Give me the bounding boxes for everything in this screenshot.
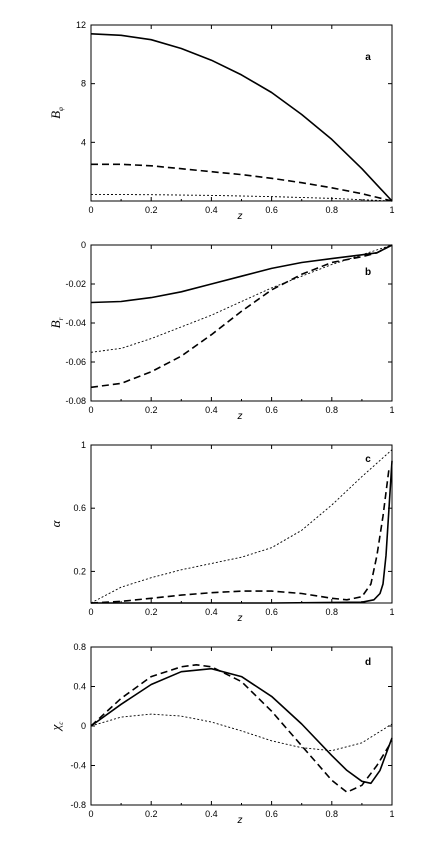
y-tick-label: 0.8 [73, 642, 86, 652]
plot-frame [90, 646, 393, 806]
y-tick-label: 0.2 [73, 566, 86, 576]
series-line-dashed [90, 663, 393, 794]
series-line-dotted [90, 244, 393, 353]
x-tick-label: 0 [88, 205, 93, 215]
x-tick-label: 0.6 [265, 205, 278, 215]
series-line-solid [90, 33, 393, 202]
y-axis-label: Bφ [48, 107, 65, 119]
x-tick-label: 0.8 [326, 205, 339, 215]
x-axis-label: z [237, 211, 243, 222]
x-tick-label: 0.6 [265, 809, 278, 819]
x-tick-label: 0.4 [205, 205, 218, 215]
x-tick-label: 0.8 [326, 607, 339, 617]
y-tick-label: -0.08 [65, 396, 86, 406]
x-tick-label: 1 [389, 205, 394, 215]
x-tick-label: 0.2 [145, 809, 158, 819]
x-tick-label: 0.6 [265, 607, 278, 617]
y-tick-label: -0.06 [65, 357, 86, 367]
series-line-dotted [90, 449, 393, 604]
y-axis-label-main: B [48, 320, 63, 328]
x-tick-label: 0.4 [205, 809, 218, 819]
x-tick-label: 1 [389, 405, 394, 415]
y-tick-label: -0.02 [65, 279, 86, 289]
x-tick-label: 1 [389, 607, 394, 617]
series-line-solid [90, 244, 393, 304]
y-tick-label: 1 [81, 440, 86, 450]
panel-label: d [365, 657, 371, 668]
x-axis-label: z [237, 613, 243, 624]
y-axis-label-sub: φ [57, 107, 65, 111]
series-line-dashed [90, 244, 393, 389]
x-tick-label: 0.6 [265, 405, 278, 415]
x-axis-label: z [237, 411, 243, 422]
y-axis-label-main: χ [48, 724, 63, 732]
plot-frame [90, 24, 393, 202]
plot-frame [90, 444, 393, 604]
series-line-dotted [90, 713, 393, 752]
y-tick-label: 0 [81, 240, 86, 250]
x-tick-label: 0.8 [326, 405, 339, 415]
y-axis-label-main: B [48, 111, 63, 119]
y-axis-label-main: α [48, 519, 63, 527]
y-axis-label-sub: r [57, 317, 65, 320]
y-axis-label-sub: c [57, 721, 65, 725]
y-axis-label: Br [48, 317, 65, 328]
y-axis-label: χc [48, 721, 65, 733]
series-line-solid [91, 460, 393, 604]
y-tick-label: -0.4 [70, 761, 86, 771]
y-tick-label: -0.8 [70, 800, 86, 810]
x-tick-label: 0.2 [145, 405, 158, 415]
panel-label: b [365, 267, 371, 278]
x-tick-label: 0.4 [205, 405, 218, 415]
y-tick-label: 0.4 [73, 682, 86, 692]
y-tick-label: 4 [81, 137, 86, 147]
y-tick-label: -0.04 [65, 318, 86, 328]
y-axis-label: α [48, 519, 63, 527]
x-tick-label: 0 [88, 809, 93, 819]
series-line-dashed [91, 163, 393, 202]
x-tick-label: 0.2 [145, 607, 158, 617]
x-tick-label: 0.4 [205, 607, 218, 617]
x-tick-label: 1 [389, 809, 394, 819]
x-tick-label: 0.8 [326, 809, 339, 819]
x-tick-label: 0 [88, 405, 93, 415]
series-line-dashed [90, 468, 390, 604]
x-axis-label: z [237, 815, 243, 826]
y-tick-label: 0 [81, 721, 86, 731]
y-tick-label: 0.6 [73, 503, 86, 513]
y-tick-label: 12 [76, 20, 86, 30]
x-tick-label: 0 [88, 607, 93, 617]
panel-label: c [365, 454, 371, 465]
y-tick-label: 8 [81, 79, 86, 89]
series-line-solid [90, 667, 393, 785]
x-tick-label: 0.2 [145, 205, 158, 215]
panel-label: a [365, 52, 371, 63]
